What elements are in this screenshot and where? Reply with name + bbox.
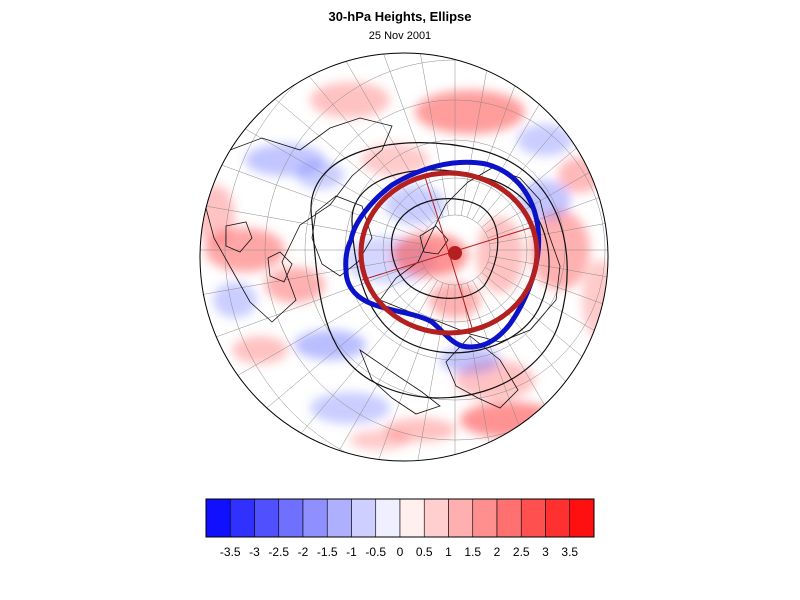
positive-anomaly-region xyxy=(582,260,608,340)
ellipse-major-axis-back xyxy=(361,252,450,281)
positive-anomaly-region xyxy=(350,430,410,450)
positive-anomaly-region xyxy=(265,267,325,303)
colorbar-box xyxy=(423,498,449,538)
meridian-line xyxy=(345,282,444,461)
colorbar-box xyxy=(278,498,304,538)
colorbar-tick-label: 0 xyxy=(397,545,404,559)
meridian-line xyxy=(200,140,423,239)
meridian-line xyxy=(294,280,438,461)
fitted-ellipse xyxy=(358,170,540,336)
colorbar-box xyxy=(351,498,377,538)
colorbar-tick-label: -1 xyxy=(346,545,357,559)
colorbar-box xyxy=(205,498,231,538)
colorbar-tick-label: 2 xyxy=(494,545,501,559)
colorbar-labels: -3.5 -3 -2.5 -2 -1.5 -1 -0.5 0 0.5 1 1.5 2 2.5 3 3.5 xyxy=(220,545,579,559)
colorbar-tick-label: -2 xyxy=(298,545,309,559)
colorbar-tick-label: 3 xyxy=(542,545,549,559)
colorbar-box xyxy=(569,498,595,538)
colorbar-box xyxy=(472,498,498,538)
plot-title: 30-hPa Heights, Ellipse xyxy=(328,9,472,24)
globe-border xyxy=(199,52,609,462)
ellipse-major-axis xyxy=(448,225,537,254)
colorbar-box xyxy=(520,498,546,538)
positive-anomaly-region xyxy=(476,217,524,293)
colorbar-box xyxy=(545,498,571,538)
negative-anomaly-region xyxy=(310,392,390,424)
positive-anomaly-region xyxy=(361,144,429,176)
colorbar-tick-label: 2.5 xyxy=(513,545,530,559)
negative-anomaly-region xyxy=(385,185,445,225)
colorbar-tick-label: -3.5 xyxy=(220,545,241,559)
colorbar-boxes xyxy=(205,498,595,538)
colorbar-tick-label: -2.5 xyxy=(268,545,289,559)
positive-anomaly-region xyxy=(310,82,390,118)
contour-inner xyxy=(390,198,499,299)
meridian-line xyxy=(399,53,450,216)
meridian-line xyxy=(485,89,608,233)
vortex-edge-line xyxy=(343,159,542,350)
colorbar-tick-label: 1 xyxy=(445,545,452,559)
colorbar-box xyxy=(448,498,474,538)
negative-anomaly-region xyxy=(294,330,366,360)
contour-outer xyxy=(310,142,568,399)
anomaly-field xyxy=(200,53,608,461)
colorbar-box xyxy=(302,498,328,538)
ellipse-minor-axis-back xyxy=(448,252,474,332)
colorbar-box xyxy=(326,498,352,538)
colorbar-tick-label: 0.5 xyxy=(416,545,433,559)
meridian-line xyxy=(200,255,421,306)
positive-anomaly-region xyxy=(232,336,288,364)
colorbar-box xyxy=(229,498,255,538)
colorbar-box xyxy=(254,498,280,538)
positive-anomaly-region xyxy=(415,90,525,134)
coastline-greenland xyxy=(311,195,373,277)
colorbar-tick-label: 1.5 xyxy=(464,545,481,559)
meridian-line xyxy=(460,53,511,216)
colorbar-box xyxy=(375,498,401,538)
vortex-centroid-marker xyxy=(448,246,462,260)
coastline-islands xyxy=(225,221,449,283)
plot-date: 25 Nov 2001 xyxy=(368,30,432,42)
negative-anomaly-region xyxy=(517,124,573,156)
ellipse-minor-axis xyxy=(424,176,450,254)
meridian-line xyxy=(200,261,423,360)
negative-anomaly-region xyxy=(213,282,257,318)
ellipse-outline xyxy=(358,170,540,336)
colorbar-tick-label: 3.5 xyxy=(561,545,578,559)
colorbar-box xyxy=(399,498,425,538)
coastline-europe-africa xyxy=(445,335,519,409)
colorbar-box xyxy=(496,498,522,538)
colorbar-tick-label: -1.5 xyxy=(317,545,338,559)
colorbar-tick-label: -3 xyxy=(249,545,260,559)
meridian-line xyxy=(345,53,444,218)
meridian-line xyxy=(200,194,421,245)
colorbar-tick-label: -0.5 xyxy=(365,545,386,559)
colorbar-frame xyxy=(205,498,595,538)
negative-anomaly-region xyxy=(296,161,344,189)
coastline-north-america xyxy=(205,117,393,323)
